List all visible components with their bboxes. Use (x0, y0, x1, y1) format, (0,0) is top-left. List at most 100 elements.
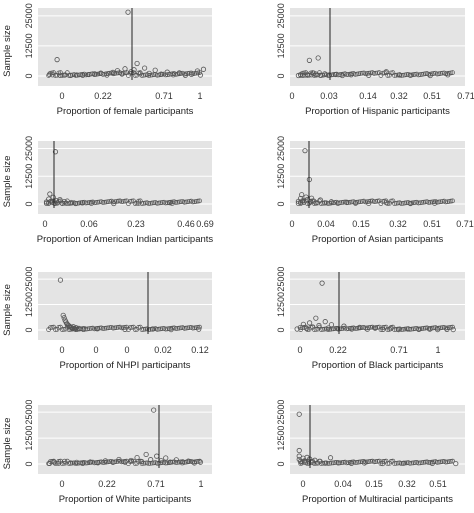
data-point (95, 199, 101, 205)
y-tick-label: 0 (276, 201, 286, 206)
data-point (76, 72, 82, 78)
data-point (103, 199, 109, 205)
data-point (333, 71, 339, 78)
data-point (165, 460, 170, 466)
data-point (187, 199, 192, 204)
data-point (154, 326, 160, 332)
data-point (348, 460, 355, 466)
data-point (167, 459, 173, 465)
data-point (396, 72, 403, 78)
data-point (303, 459, 309, 466)
data-point (143, 451, 149, 458)
x-tick-label: 0.46 (177, 219, 195, 229)
data-point (446, 70, 452, 76)
data-point (87, 326, 92, 331)
x-axis-label: Proportion of Asian participants (312, 234, 444, 245)
data-point (46, 71, 53, 77)
data-point (303, 194, 309, 200)
data-point (356, 71, 362, 77)
data-point (190, 199, 196, 205)
data-point (102, 199, 107, 205)
data-point (137, 324, 143, 330)
data-point (341, 459, 346, 465)
data-point (438, 459, 444, 465)
data-point (315, 55, 321, 61)
data-point (103, 325, 109, 331)
data-point (390, 458, 396, 464)
data-point (410, 200, 416, 206)
data-point (388, 70, 394, 76)
data-point (152, 67, 158, 73)
data-point (421, 326, 426, 331)
data-point (110, 69, 116, 75)
data-point (356, 199, 362, 205)
data-point (312, 457, 318, 463)
data-point (165, 326, 170, 332)
x-tick-label: 0 (289, 91, 294, 101)
x-tick-label: 0 (124, 345, 129, 355)
data-point (327, 200, 333, 206)
data-point (364, 199, 370, 205)
data-point (429, 199, 435, 205)
data-point (139, 458, 145, 465)
x-tick-label: 0.32 (398, 479, 416, 489)
data-point (358, 199, 363, 205)
data-point (450, 458, 455, 464)
data-point (328, 199, 334, 205)
data-point (47, 191, 53, 197)
data-point (163, 326, 169, 332)
data-point (76, 460, 82, 466)
data-point (432, 200, 438, 206)
data-point (363, 459, 368, 465)
data-point (371, 199, 377, 205)
data-point (80, 326, 87, 332)
data-point (75, 460, 80, 466)
data-point (112, 325, 118, 331)
data-point (104, 72, 110, 78)
data-point (341, 323, 347, 329)
data-point (313, 315, 319, 321)
data-point (346, 326, 351, 331)
data-point (448, 458, 454, 464)
y-axis-label: Sample size (2, 156, 13, 208)
data-point (422, 459, 428, 465)
data-point (163, 455, 169, 461)
data-point (363, 71, 368, 77)
data-point (116, 456, 122, 463)
data-point (402, 72, 408, 78)
x-tick-label: 0.32 (390, 91, 408, 101)
data-point (322, 200, 328, 206)
data-point (363, 199, 368, 205)
data-point (193, 199, 199, 204)
data-point (88, 71, 94, 77)
data-point (148, 457, 154, 463)
data-point (146, 201, 152, 206)
data-point (431, 199, 437, 205)
data-point (421, 459, 426, 465)
data-point (127, 459, 133, 464)
data-point (303, 70, 309, 75)
x-tick-label: 0.71 (147, 479, 165, 489)
data-point (383, 458, 389, 464)
data-point (316, 322, 322, 329)
x-tick-label: 0.71 (155, 91, 173, 101)
x-axis-label: Proportion of Multiracial participants (302, 494, 453, 505)
data-point (373, 70, 379, 76)
data-point (450, 326, 456, 333)
x-tick-label: 0.22 (329, 345, 347, 355)
x-tick-label: 0.23 (127, 219, 145, 229)
data-point (148, 200, 153, 206)
data-point (436, 325, 442, 331)
data-point (187, 325, 192, 330)
x-tick-label: 0 (297, 345, 302, 355)
data-point (339, 72, 345, 77)
data-point (87, 460, 92, 465)
data-point (57, 196, 63, 203)
y-tick-label: 12500 (24, 292, 34, 317)
data-point (146, 461, 152, 466)
data-point (373, 199, 379, 204)
data-point (114, 70, 119, 76)
data-point (313, 326, 319, 332)
